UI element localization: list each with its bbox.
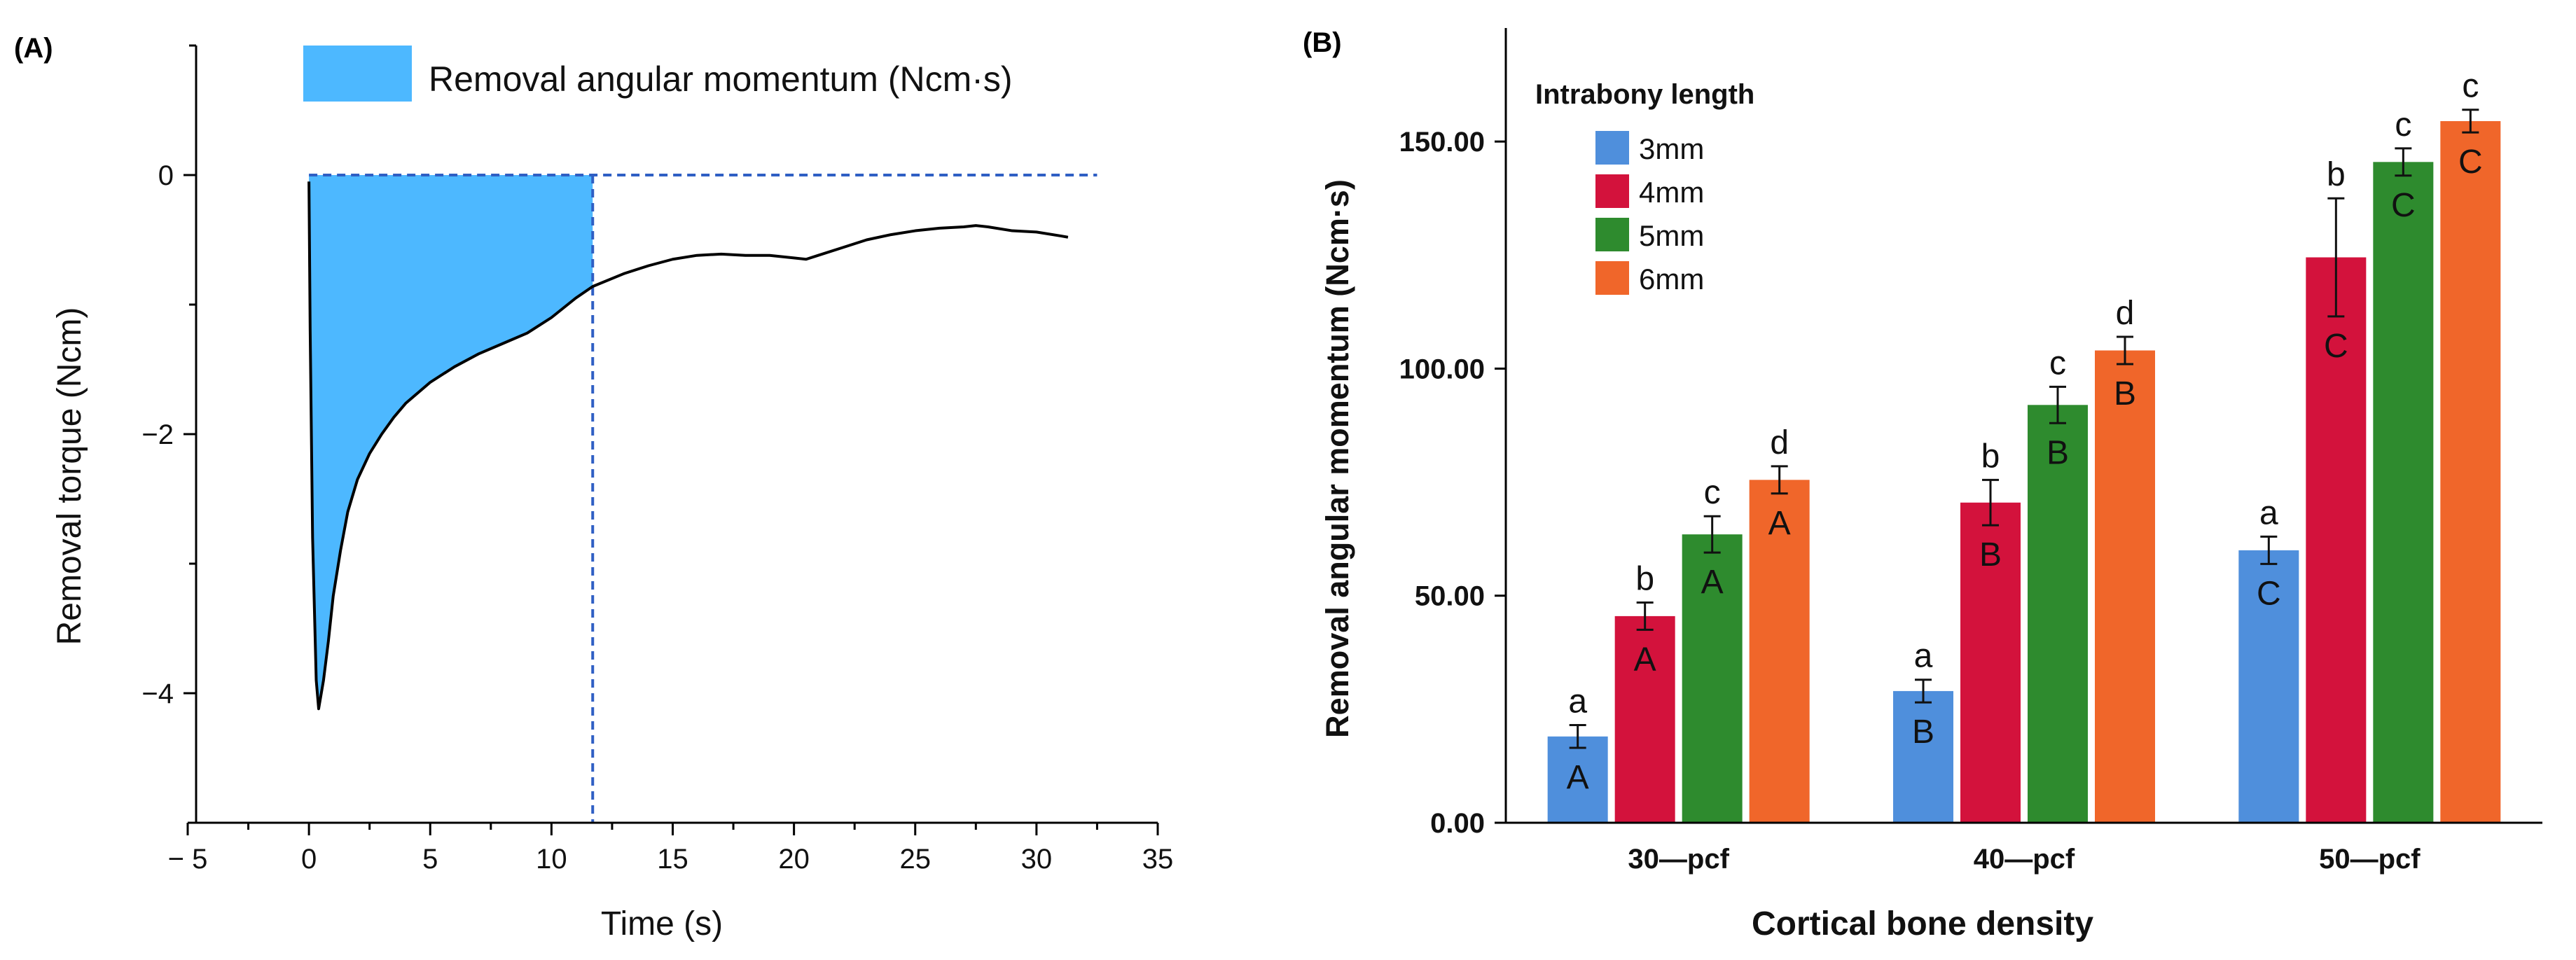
significance-letter-upper: A	[1768, 505, 1791, 542]
bar	[2373, 162, 2434, 823]
significance-letter-upper: B	[2047, 434, 2069, 471]
bar	[2095, 350, 2155, 823]
significance-letter-upper: A	[1701, 564, 1724, 601]
significance-letter-lower: b	[2327, 156, 2346, 193]
bar	[2440, 120, 2501, 823]
legend-swatch	[1595, 261, 1629, 295]
legend-swatch	[1595, 131, 1629, 165]
significance-letter-lower: a	[1568, 683, 1587, 721]
legend-label: 4mm	[1639, 176, 1704, 209]
panel-b-legend: Intrabony length 3mm 4mm 5mm 6mm	[1535, 79, 1754, 295]
x-tick-label: 10	[536, 844, 567, 875]
panel-a-legend-label: Removal angular momentum (Ncm·s)	[429, 60, 1013, 99]
y-tick-label: −2	[141, 419, 174, 450]
panel-a-legend-swatch	[303, 46, 412, 102]
x-tick-label: 25	[900, 844, 932, 875]
significance-letter-lower: d	[1770, 424, 1789, 461]
panel-b-x-axis-title: Cortical bone density	[1752, 905, 2093, 942]
panel-a-label: (A)	[14, 33, 53, 64]
significance-letter-upper: B	[2114, 375, 2136, 412]
x-tick-label: 0	[301, 844, 317, 875]
significance-letter-upper: B	[1912, 714, 1934, 751]
y-tick-label: 50.00	[1415, 581, 1485, 612]
shaded-area	[309, 175, 593, 709]
panel-b-legend-title: Intrabony length	[1535, 79, 1754, 110]
x-tick-label: 50—pcf	[2319, 844, 2421, 875]
significance-letter-lower: c	[1704, 474, 1721, 511]
significance-letter-lower: c	[2462, 68, 2479, 105]
panel-b-plot-area: a Ab Ac Ad Aa Bb Bc Bd Ba Cb Cc Cc C	[1547, 68, 2501, 823]
legend-swatch	[1595, 174, 1629, 208]
significance-letter-upper: A	[1567, 759, 1589, 796]
x-tick-label: 15	[657, 844, 688, 875]
x-tick-label: 30	[1021, 844, 1053, 875]
panel-b-label: (B)	[1303, 27, 1342, 58]
panel-a: (A) − 5 0 5 10 15 20 25 30 35 0 −2 −4 Removal angul…	[14, 33, 1173, 942]
bar	[1749, 480, 1810, 823]
torque-curve	[307, 181, 1069, 711]
significance-letter-upper: B	[1979, 536, 2002, 573]
significance-letter-lower: a	[1914, 638, 1933, 675]
y-tick-label: 0	[158, 160, 174, 191]
significance-letter-lower: b	[1981, 438, 2000, 475]
legend-label: 5mm	[1639, 219, 1704, 252]
y-tick-label: 150.00	[1399, 127, 1485, 158]
significance-letter-lower: a	[2259, 494, 2278, 531]
x-tick-label: 30—pcf	[1628, 844, 1729, 875]
y-tick-label: −4	[141, 679, 174, 709]
significance-letter-upper: A	[1634, 641, 1656, 678]
x-tick-label: − 5	[168, 844, 208, 875]
bar	[1960, 502, 2021, 823]
significance-letter-lower: c	[2049, 345, 2066, 382]
x-tick-label: 40—pcf	[1974, 844, 2075, 875]
panel-a-y-axis-title: Removal torque (Ncm)	[51, 307, 88, 646]
panel-a-x-axis-title: Time (s)	[601, 905, 723, 942]
x-tick-label: 5	[422, 844, 438, 875]
legend-label: 6mm	[1639, 263, 1704, 295]
bar	[2238, 550, 2299, 823]
panel-a-axes: − 5 0 5 10 15 20 25 30 35 0 −2 −4	[141, 44, 1174, 875]
bar	[1682, 534, 1743, 823]
bar	[1614, 615, 1675, 823]
panel-a-legend: Removal angular momentum (Ncm·s)	[303, 46, 1013, 102]
significance-letter-upper: C	[2324, 328, 2348, 365]
significance-letter-upper: C	[2257, 575, 2281, 612]
bar	[2028, 405, 2088, 823]
bar	[2306, 257, 2367, 823]
significance-letter-upper: C	[2458, 144, 2483, 181]
significance-letter-lower: c	[2395, 106, 2411, 144]
panel-b-axes: 0.00 50.00 100.00 150.00 30—pcf 40—pcf 50—pcf	[1399, 28, 2542, 875]
x-tick-label: 20	[778, 844, 810, 875]
y-tick-label: 0.00	[1430, 808, 1485, 839]
y-tick-label: 100.00	[1399, 354, 1485, 384]
bar	[1893, 690, 1953, 823]
panel-b-y-axis-title: Removal angular momentum (Ncm·s)	[1320, 179, 1355, 738]
significance-letter-lower: d	[2116, 295, 2135, 332]
legend-label: 3mm	[1639, 132, 1704, 165]
panel-b: (B) a Ab Ac Ad Aa Bb Bc Bd Ba Cb Cc Cc C 0.00 50.00 10…	[1303, 27, 2542, 942]
significance-letter-upper: C	[2391, 187, 2416, 224]
panel-a-plot-area	[307, 174, 1097, 823]
significance-letter-lower: b	[1635, 560, 1654, 597]
legend-swatch	[1595, 218, 1629, 251]
x-tick-label: 35	[1142, 844, 1174, 875]
bar	[1547, 736, 1608, 823]
